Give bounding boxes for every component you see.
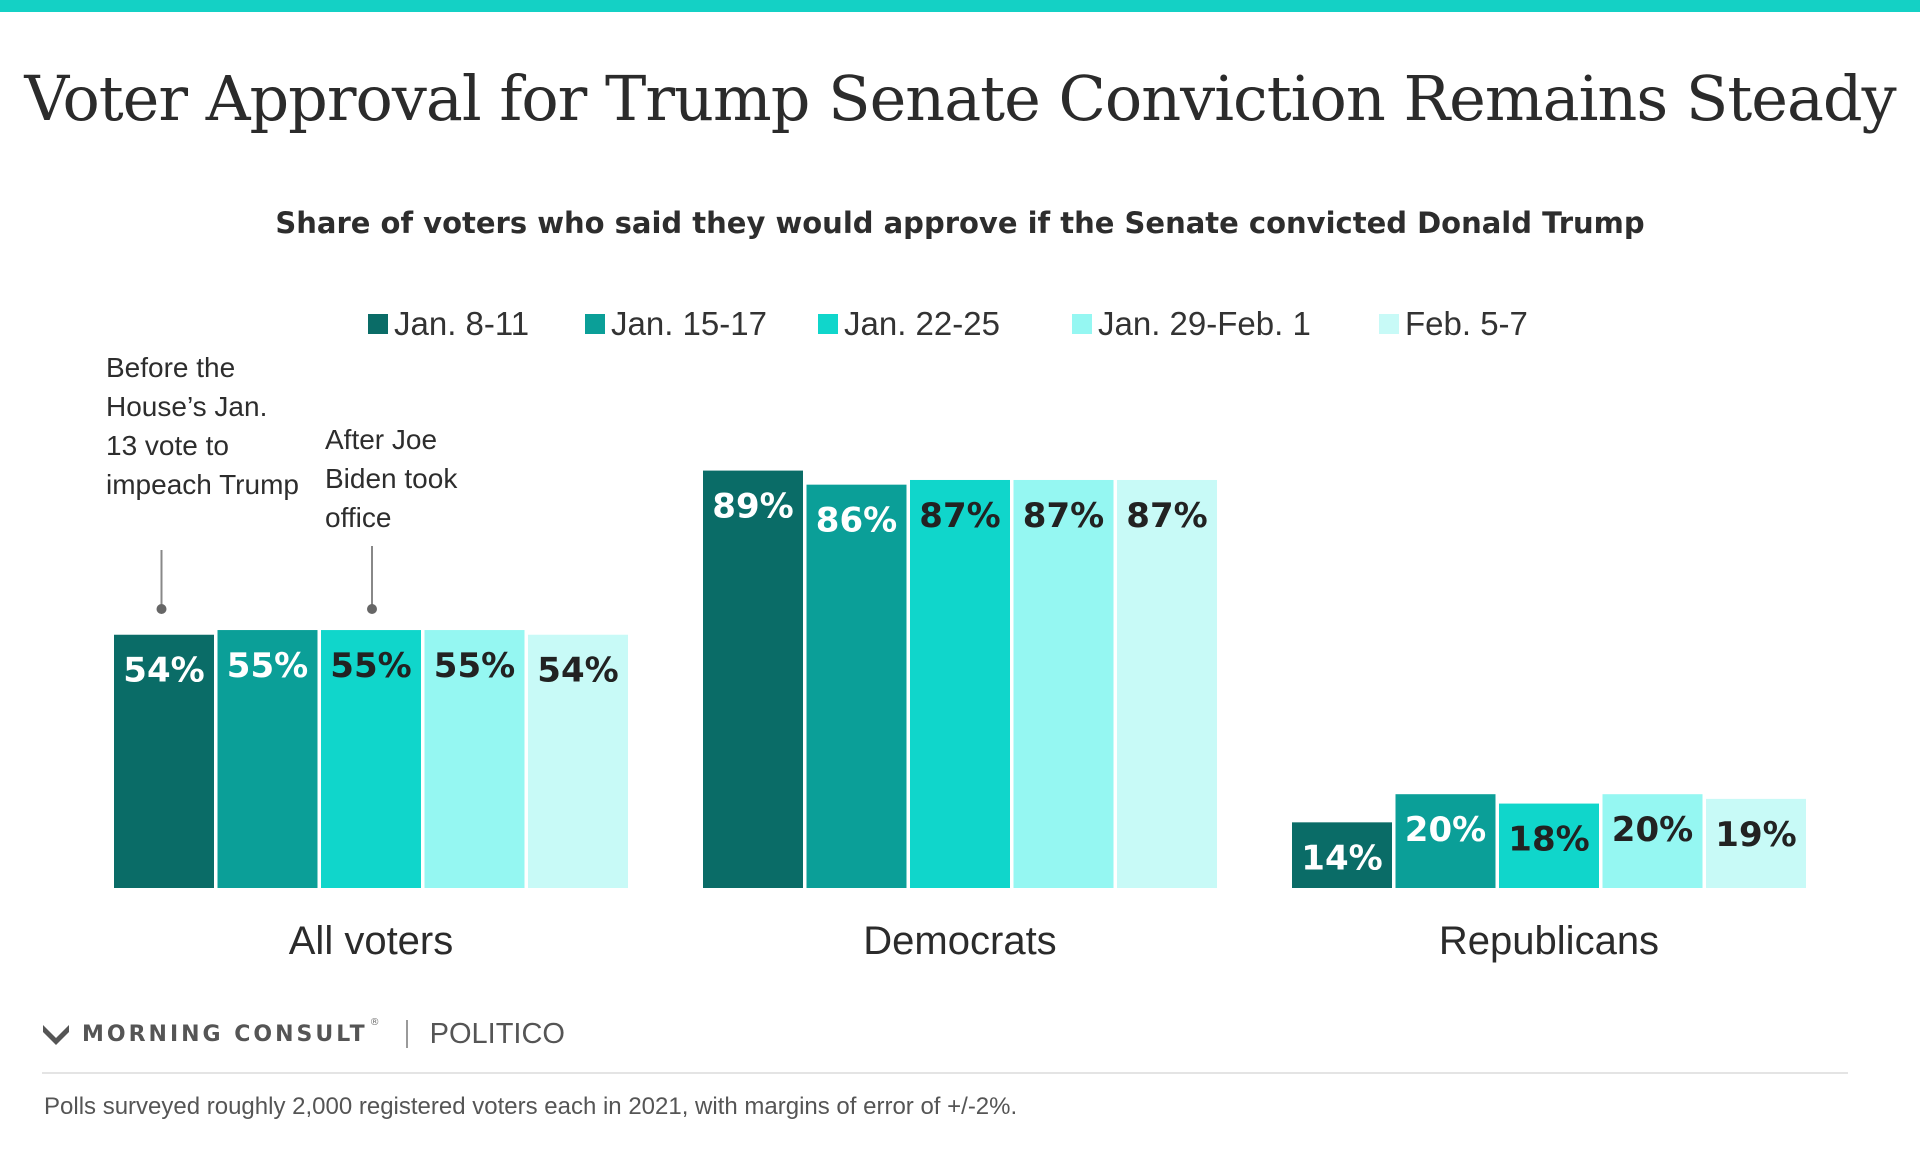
bar-all-voters-jan-15-17 <box>217 630 318 888</box>
brand-separator <box>405 1020 408 1048</box>
legend-swatch <box>368 314 388 334</box>
bar-democrats-jan-8-11 <box>703 470 803 888</box>
legend-item-jan-8-11: Jan. 8-11 <box>368 304 529 344</box>
legend-item-feb-5-7: Feb. 5-7 <box>1379 304 1528 344</box>
data-label-republicans-jan-15-17: 20% <box>1405 810 1486 850</box>
bar-all-voters-jan-22-25 <box>321 630 421 888</box>
bar-democrats-jan-15-17 <box>806 484 907 888</box>
data-label-all-voters-jan-22-25: 55% <box>330 646 411 686</box>
data-label-democrats-jan-15-17: 86% <box>816 501 897 541</box>
legend-swatch <box>1072 314 1092 334</box>
legend: Jan. 8-11 Jan. 15-17 Jan. 22-25 Jan. 29-… <box>0 304 1920 344</box>
annotation-leader-before-house-vote-dot <box>156 604 167 614</box>
annotation-before-house-vote: Before the House’s Jan. 13 vote to impea… <box>106 352 299 500</box>
trademark-mark: ® <box>369 1017 380 1028</box>
data-label-all-voters-jan-29-feb-1: 55% <box>434 646 515 686</box>
data-label-democrats-jan-22-25: 87% <box>919 496 1000 536</box>
legend-label: Jan. 15-17 <box>611 305 767 342</box>
brand-row: MORNING CONSULT ® POLITICO <box>42 1017 565 1051</box>
legend-swatch <box>585 314 605 334</box>
data-label-democrats-feb-5-7: 87% <box>1126 496 1207 536</box>
bar-all-voters-jan-29-feb-1 <box>424 630 525 888</box>
chart-subtitle: Share of voters who said they would appr… <box>275 206 1645 240</box>
category-label-republicans: Republicans <box>1439 919 1659 963</box>
chart-title: Voter Approval for Trump Senate Convicti… <box>24 62 1896 135</box>
legend-label: Jan. 8-11 <box>394 305 530 342</box>
legend-label: Feb. 5-7 <box>1405 305 1528 342</box>
data-label-all-voters-feb-5-7: 54% <box>537 651 618 691</box>
annotation-leader-after-biden-office-dot <box>367 604 377 614</box>
bar-democrats-jan-29-feb-1 <box>1013 479 1114 888</box>
legend-item-jan-15-17: Jan. 15-17 <box>585 304 767 344</box>
legend-label: Jan. 29-Feb. 1 <box>1098 305 1311 342</box>
bar-republicans-jan-29-feb-1 <box>1602 794 1703 888</box>
bar-all-voters-feb-5-7 <box>528 634 628 888</box>
legend-item-jan-22-25: Jan. 22-25 <box>818 304 1000 344</box>
data-label-republicans-feb-5-7: 19% <box>1715 815 1796 855</box>
data-label-republicans-jan-22-25: 18% <box>1508 820 1589 860</box>
footer-divider <box>42 1072 1848 1074</box>
bar-republicans-jan-15-17 <box>1395 794 1496 888</box>
data-label-republicans-jan-29-feb-1: 20% <box>1612 810 1693 850</box>
bar-republicans-feb-5-7 <box>1706 798 1806 888</box>
data-label-all-voters-jan-8-11: 54% <box>123 651 204 691</box>
category-label-all-voters: All voters <box>289 919 454 963</box>
legend-item-jan-29-feb-1: Jan. 29-Feb. 1 <box>1072 304 1311 344</box>
bar-republicans-jan-8-11 <box>1292 822 1392 888</box>
bar-democrats-jan-22-25 <box>910 479 1010 888</box>
morning-consult-logo-text: MORNING CONSULT <box>82 1021 368 1047</box>
data-label-all-voters-jan-15-17: 55% <box>227 646 308 686</box>
bar-republicans-jan-22-25 <box>1499 803 1599 888</box>
annotation-after-biden-office: After Joe Biden took office <box>325 424 458 533</box>
category-label-democrats: Democrats <box>863 919 1056 963</box>
bar-all-voters-jan-8-11 <box>114 634 214 888</box>
data-label-democrats-jan-29-feb-1: 87% <box>1023 496 1104 536</box>
legend-swatch <box>818 314 838 334</box>
legend-label: Jan. 22-25 <box>844 305 1000 342</box>
data-label-republicans-jan-8-11: 14% <box>1301 838 1382 878</box>
top-accent-bar <box>0 0 1920 12</box>
legend-swatch <box>1379 314 1399 334</box>
data-label-democrats-jan-8-11: 89% <box>712 487 793 527</box>
footnote: Polls surveyed roughly 2,000 registered … <box>44 1093 1018 1120</box>
bar-democrats-feb-5-7 <box>1117 479 1217 888</box>
politico-logo-text: POLITICO <box>429 1017 565 1050</box>
morning-consult-logo-icon <box>43 1025 69 1045</box>
